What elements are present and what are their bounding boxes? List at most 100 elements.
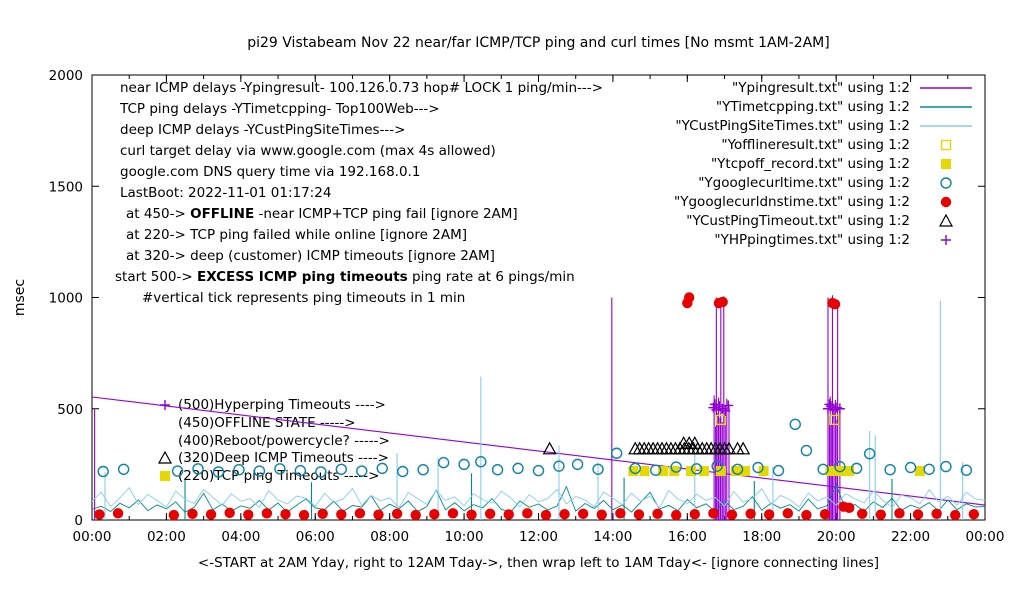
circle-open-marker-icon: [475, 456, 487, 468]
x-tick-label: 00:00: [966, 529, 1005, 545]
circle-filled-marker-icon: [683, 292, 695, 303]
circle-open-marker-icon: [711, 460, 723, 472]
circle-open-marker-icon: [171, 465, 184, 477]
circle-filled-marker-icon: [670, 509, 682, 521]
circle-open-marker-icon: [731, 463, 744, 475]
circle-filled-marker-icon: [577, 508, 589, 519]
annotation-line: deep ICMP delays -YCustPingSiteTimes--->: [120, 122, 405, 138]
annotation-line: curl target delay via www.google.com (ma…: [120, 143, 496, 159]
plus-marker-icon: [824, 399, 835, 410]
circle-filled-marker-icon: [205, 509, 217, 520]
circle-filled-marker-icon: [708, 508, 719, 519]
triangle-open-marker-icon: [721, 441, 737, 455]
circle-filled-marker-icon: [94, 509, 105, 520]
square-filled-marker-icon: [686, 466, 697, 477]
level-label: (500)Hyperping Timeouts ---->: [178, 397, 386, 413]
circle-filled-marker-icon: [317, 508, 328, 519]
circle-filled-marker-icon: [801, 509, 812, 521]
circle-filled-marker-icon: [522, 508, 533, 519]
circle-filled-marker-icon: [243, 509, 254, 520]
circle-filled-marker-icon: [336, 509, 347, 520]
x-tick-label: 10:00: [445, 529, 484, 545]
circle-open-marker-icon: [356, 465, 368, 477]
plus-marker-icon: [834, 403, 845, 414]
triangle-open-marker-icon: [938, 213, 954, 227]
circle-filled-marker-icon: [429, 509, 440, 520]
annotation-block: near ICMP delays -Ypingresult- 100.126.0…: [115, 80, 603, 306]
level-label: (400)Reboot/powercycle? ----->: [178, 433, 390, 449]
legend-label: "Ypingresult.txt" using 1:2: [732, 80, 910, 96]
circle-open-marker-icon: [491, 464, 504, 476]
x-tick-label: 16:00: [668, 529, 707, 545]
circle-open-marker-icon: [212, 466, 225, 478]
circle-filled-marker-icon: [843, 502, 855, 513]
x-tick-label: 12:00: [519, 529, 558, 545]
circle-open-marker-icon: [850, 462, 863, 475]
legend-label: "Yofflineresult.txt" using 1:2: [721, 137, 910, 153]
triangle-open-marker-icon: [157, 450, 173, 464]
series-ygooglecurltime: [97, 418, 973, 478]
chart-title: pi29 Vistabeam Nov 22 near/far ICMP/TCP …: [247, 35, 829, 51]
circle-filled-marker-icon: [940, 196, 952, 208]
x-tick-label: 14:00: [593, 529, 632, 545]
circle-filled-marker-icon: [689, 509, 700, 520]
circle-open-marker-icon: [650, 464, 662, 476]
x-axis-label: <-START at 2AM Yday, right to 12AM Tday-…: [198, 555, 879, 571]
circle-open-marker-icon: [376, 462, 388, 475]
legend-label: "YTimetcpping.txt" using 1:2: [716, 99, 910, 115]
square-open-marker-icon: [829, 414, 840, 426]
square-filled-marker-icon: [639, 466, 650, 477]
plus-marker-icon: [941, 235, 951, 245]
series-ycustpingtimeout: [542, 435, 751, 455]
circle-open-marker-icon: [834, 460, 846, 473]
circle-open-marker-icon: [690, 463, 703, 475]
legend-label: "Ygooglecurldnstime.txt" using 1:2: [674, 194, 910, 210]
circle-filled-marker-icon: [373, 509, 384, 520]
circle-filled-marker-icon: [615, 508, 626, 519]
legend-label: "Ytcpoff_record.txt" using 1:2: [711, 156, 910, 172]
circle-open-marker-icon: [629, 462, 641, 475]
circle-filled-marker-icon: [298, 509, 310, 521]
circle-open-marker-icon: [512, 462, 524, 475]
circle-filled-marker-icon: [717, 296, 728, 308]
circle-filled-marker-icon: [726, 509, 738, 520]
level-label: (450)OFFLINE STATE ----->: [178, 415, 356, 431]
square-filled-marker-icon: [628, 466, 639, 477]
circle-open-marker-icon: [940, 460, 952, 473]
circle-open-marker-icon: [437, 456, 450, 469]
circle-filled-marker-icon: [912, 509, 924, 520]
circle-open-marker-icon: [315, 466, 327, 478]
circle-filled-marker-icon: [819, 509, 831, 520]
circle-open-marker-icon: [592, 463, 604, 475]
circle-open-marker-icon: [610, 447, 623, 459]
series-ygooglecurldnstime: [94, 292, 980, 521]
noise-line: [91, 483, 986, 513]
x-tick-label: 18:00: [742, 529, 781, 545]
triangle-open-marker-icon: [687, 435, 702, 449]
square-filled-marker-icon: [914, 466, 925, 477]
x-tick-label: 20:00: [817, 529, 856, 545]
y-tick-label: 0: [74, 513, 83, 529]
square-open-marker-icon: [940, 139, 952, 151]
level-label: (220)TCP ping Timeouts ----->: [178, 468, 380, 484]
series-yofflineresult: [715, 414, 840, 426]
legend-label: "Ygooglecurltime.txt" using 1:2: [698, 175, 910, 191]
circle-open-marker-icon: [253, 465, 266, 477]
circle-open-marker-icon: [789, 418, 801, 431]
circle-open-marker-icon: [294, 464, 307, 477]
x-tick-label: 08:00: [370, 529, 409, 545]
circle-filled-marker-icon: [280, 509, 291, 520]
circle-open-marker-icon: [863, 447, 876, 460]
circle-open-marker-icon: [396, 465, 409, 478]
noise-line: [91, 486, 986, 509]
square-filled-marker-icon: [740, 466, 751, 477]
annotation-line: at 450-> OFFLINE -near ICMP+TCP ping fai…: [126, 206, 518, 222]
circle-filled-marker-icon: [968, 509, 980, 520]
annotation-line: #vertical tick represents ping timeouts …: [142, 290, 465, 306]
x-tick-label: 00:00: [73, 529, 112, 545]
circle-filled-marker-icon: [354, 508, 366, 519]
circle-open-marker-icon: [192, 463, 204, 475]
circle-filled-marker-icon: [559, 509, 570, 520]
circle-open-marker-icon: [800, 444, 813, 457]
trend-line: [91, 396, 986, 506]
